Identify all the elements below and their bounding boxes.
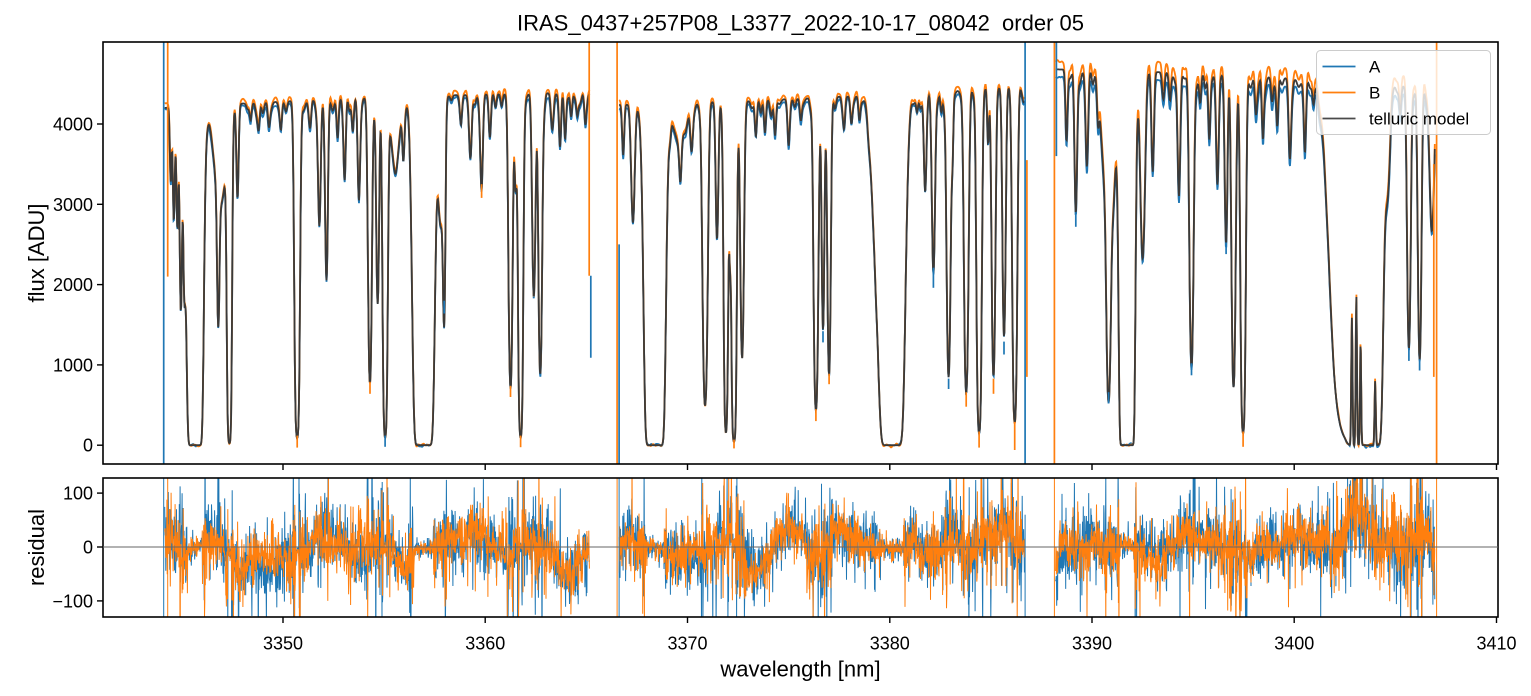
svg-text:1000: 1000 [53,355,93,375]
svg-text:2000: 2000 [53,275,93,295]
svg-text:residual: residual [24,509,49,586]
svg-text:0: 0 [83,436,93,456]
svg-text:0: 0 [83,538,93,558]
svg-text:4000: 4000 [53,115,93,135]
svg-text:3370: 3370 [667,634,707,654]
svg-text:3400: 3400 [1274,634,1314,654]
svg-text:A: A [1369,58,1381,77]
svg-text:B: B [1369,84,1380,103]
svg-text:telluric model: telluric model [1369,110,1469,129]
svg-text:IRAS_0437+257P08_L3377_2022-10: IRAS_0437+257P08_L3377_2022-10-17_08042 … [517,11,1084,36]
svg-text:−100: −100 [52,591,93,611]
svg-text:100: 100 [63,484,93,504]
svg-text:3390: 3390 [1072,634,1112,654]
svg-text:3350: 3350 [263,634,303,654]
svg-text:flux [ADU]: flux [ADU] [24,203,49,302]
svg-text:3380: 3380 [870,634,910,654]
svg-text:3000: 3000 [53,195,93,215]
svg-text:wavelength [nm]: wavelength [nm] [719,657,880,682]
svg-text:3410: 3410 [1476,634,1516,654]
svg-text:3360: 3360 [465,634,505,654]
